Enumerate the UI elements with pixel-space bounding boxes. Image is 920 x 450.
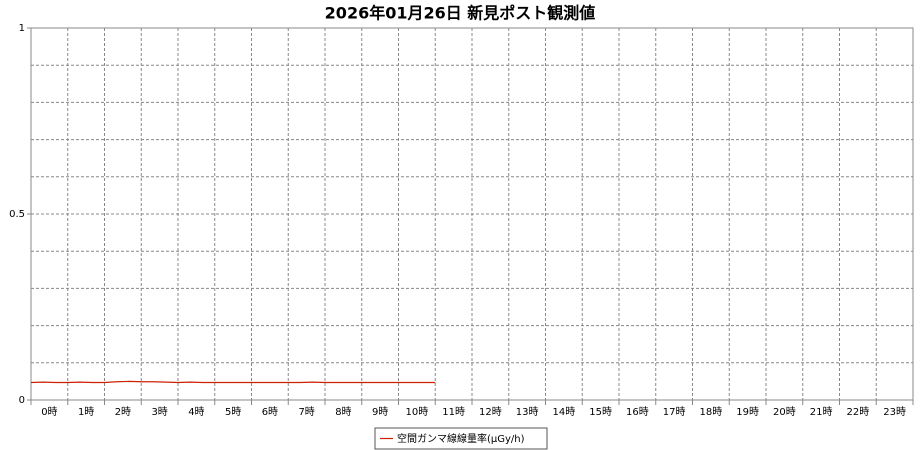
- legend-label: 空間ガンマ線線量率(μGy/h): [397, 432, 525, 445]
- chart-title: 2026年01月26日 新見ポスト観測値: [325, 4, 596, 23]
- x-tick-label: 16時: [626, 406, 649, 418]
- x-tick-label: 19時: [736, 406, 759, 418]
- series-line: [30, 380, 436, 384]
- x-tick-label: 12時: [479, 406, 502, 418]
- x-tick-label: 1時: [78, 406, 94, 418]
- x-tick-label: 7時: [298, 406, 314, 418]
- x-tick-label: 15時: [589, 406, 612, 418]
- x-tick-label: 4時: [188, 406, 204, 418]
- x-tick-label: 17時: [663, 406, 686, 418]
- x-tick-label: 21時: [810, 406, 833, 418]
- x-tick-label: 8時: [335, 406, 351, 418]
- x-tick-label: 5時: [225, 406, 241, 418]
- x-tick-label: 2時: [115, 406, 131, 418]
- legend-box: [374, 427, 548, 450]
- x-tick-label: 9時: [372, 406, 388, 418]
- y-tick-label: 1: [19, 23, 25, 34]
- x-tick-label: 14時: [553, 406, 576, 418]
- x-tick-label: 3時: [151, 406, 167, 418]
- x-tick-label: 23時: [883, 406, 906, 418]
- y-tick-label: 0.5: [9, 209, 25, 220]
- x-tick-label: 10時: [406, 406, 429, 418]
- x-tick-label: 11時: [442, 406, 465, 418]
- x-tick-label: 22時: [847, 406, 870, 418]
- y-tick-label: 0: [19, 395, 25, 406]
- x-tick-label: 13時: [516, 406, 539, 418]
- x-tick-label: 0時: [41, 406, 57, 418]
- x-tick-label: 18時: [700, 406, 723, 418]
- x-tick-label: 6時: [262, 406, 278, 418]
- x-tick-label: 20時: [773, 406, 796, 418]
